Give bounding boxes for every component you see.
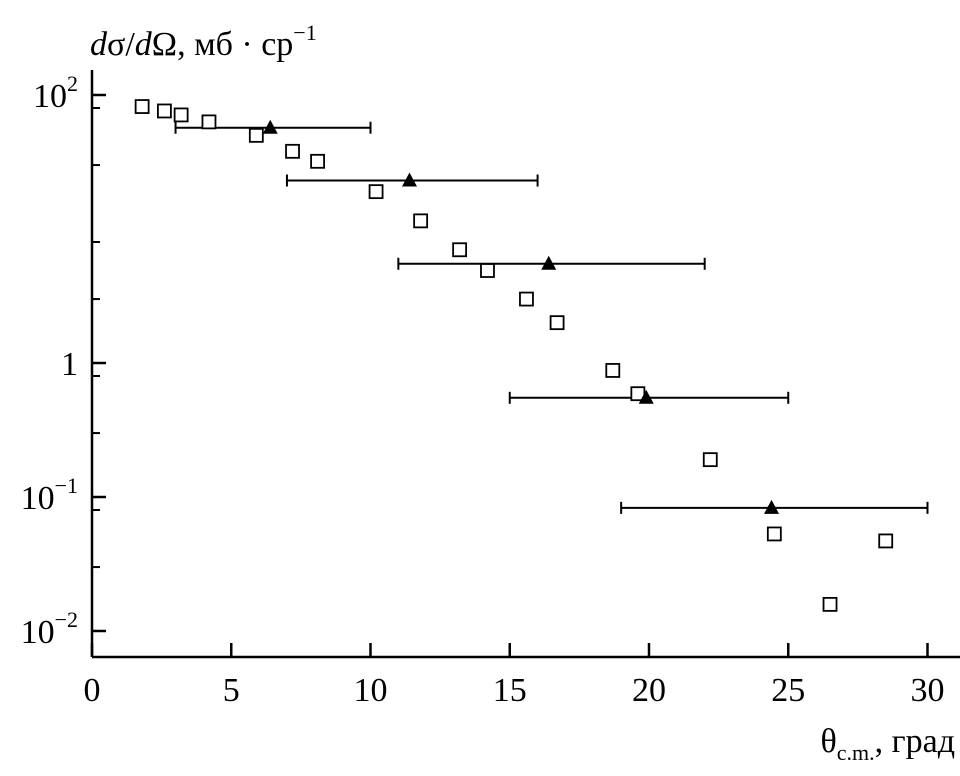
y-label-d2: d: [135, 26, 153, 63]
x-tick-label: 25: [771, 672, 805, 709]
x-label-theta: θ: [820, 723, 836, 760]
square-series: [134, 99, 894, 612]
y-tick-label: 10−2: [21, 607, 78, 651]
square-marker: [285, 143, 300, 159]
y-tick-label-base: 10: [21, 480, 55, 517]
triangle-marker: [262, 119, 278, 134]
y-tick-label-exponent: −1: [55, 473, 78, 498]
y-axis-label: dσ/dΩ, мб · ср−1: [90, 20, 317, 63]
square-marker: [413, 213, 429, 229]
square-marker: [480, 263, 495, 278]
axes-group: [90, 70, 960, 659]
square-marker: [134, 99, 150, 114]
triangle-marker: [541, 255, 557, 270]
y-tick-label-base: 10: [33, 78, 67, 115]
x-tick-label: 20: [632, 672, 666, 709]
square-marker: [878, 533, 894, 549]
x-tick-label: 5: [223, 672, 240, 709]
triangle-marker: [638, 389, 654, 404]
square-marker: [702, 452, 718, 468]
y-label-exp: −1: [293, 20, 316, 45]
square-marker: [248, 127, 264, 143]
y-label-d1: d: [90, 26, 108, 63]
square-marker: [201, 114, 217, 130]
y-tick-label: 1: [61, 346, 78, 383]
x-tick-label: 30: [911, 672, 945, 709]
x-axis-label: θc.m., град: [820, 723, 955, 765]
y-label-omega: Ω: [152, 26, 177, 63]
x-tick-label: 0: [84, 672, 101, 709]
square-marker: [173, 107, 189, 123]
y-tick-label: 10−1: [21, 473, 78, 517]
square-marker: [452, 242, 468, 258]
triangle-series: [262, 119, 780, 514]
y-tick-label-base: 10: [21, 614, 55, 651]
square-marker: [605, 363, 621, 378]
square-marker: [310, 153, 325, 169]
x-tick-label: 10: [354, 672, 388, 709]
square-marker: [549, 315, 565, 331]
x-tick-label: 15: [493, 672, 527, 709]
x-label-units: , град: [875, 723, 955, 760]
triangle-marker: [401, 172, 417, 187]
x-label-sub: c.m.: [837, 740, 875, 765]
y-tick-label-exponent: −2: [55, 607, 78, 632]
y-label-sigma: σ/: [107, 26, 135, 63]
ticks-group: [90, 93, 929, 657]
square-marker: [157, 103, 172, 119]
y-tick-label-base: 1: [61, 346, 78, 383]
y-tick-label: 102: [33, 71, 78, 115]
y-tick-label-exponent: 2: [67, 71, 78, 96]
square-marker: [766, 526, 782, 542]
square-marker: [822, 596, 838, 612]
y-label-units: , мб · ср: [177, 26, 293, 63]
square-marker: [368, 184, 384, 200]
square-marker: [519, 291, 534, 307]
triangle-marker: [764, 499, 780, 514]
